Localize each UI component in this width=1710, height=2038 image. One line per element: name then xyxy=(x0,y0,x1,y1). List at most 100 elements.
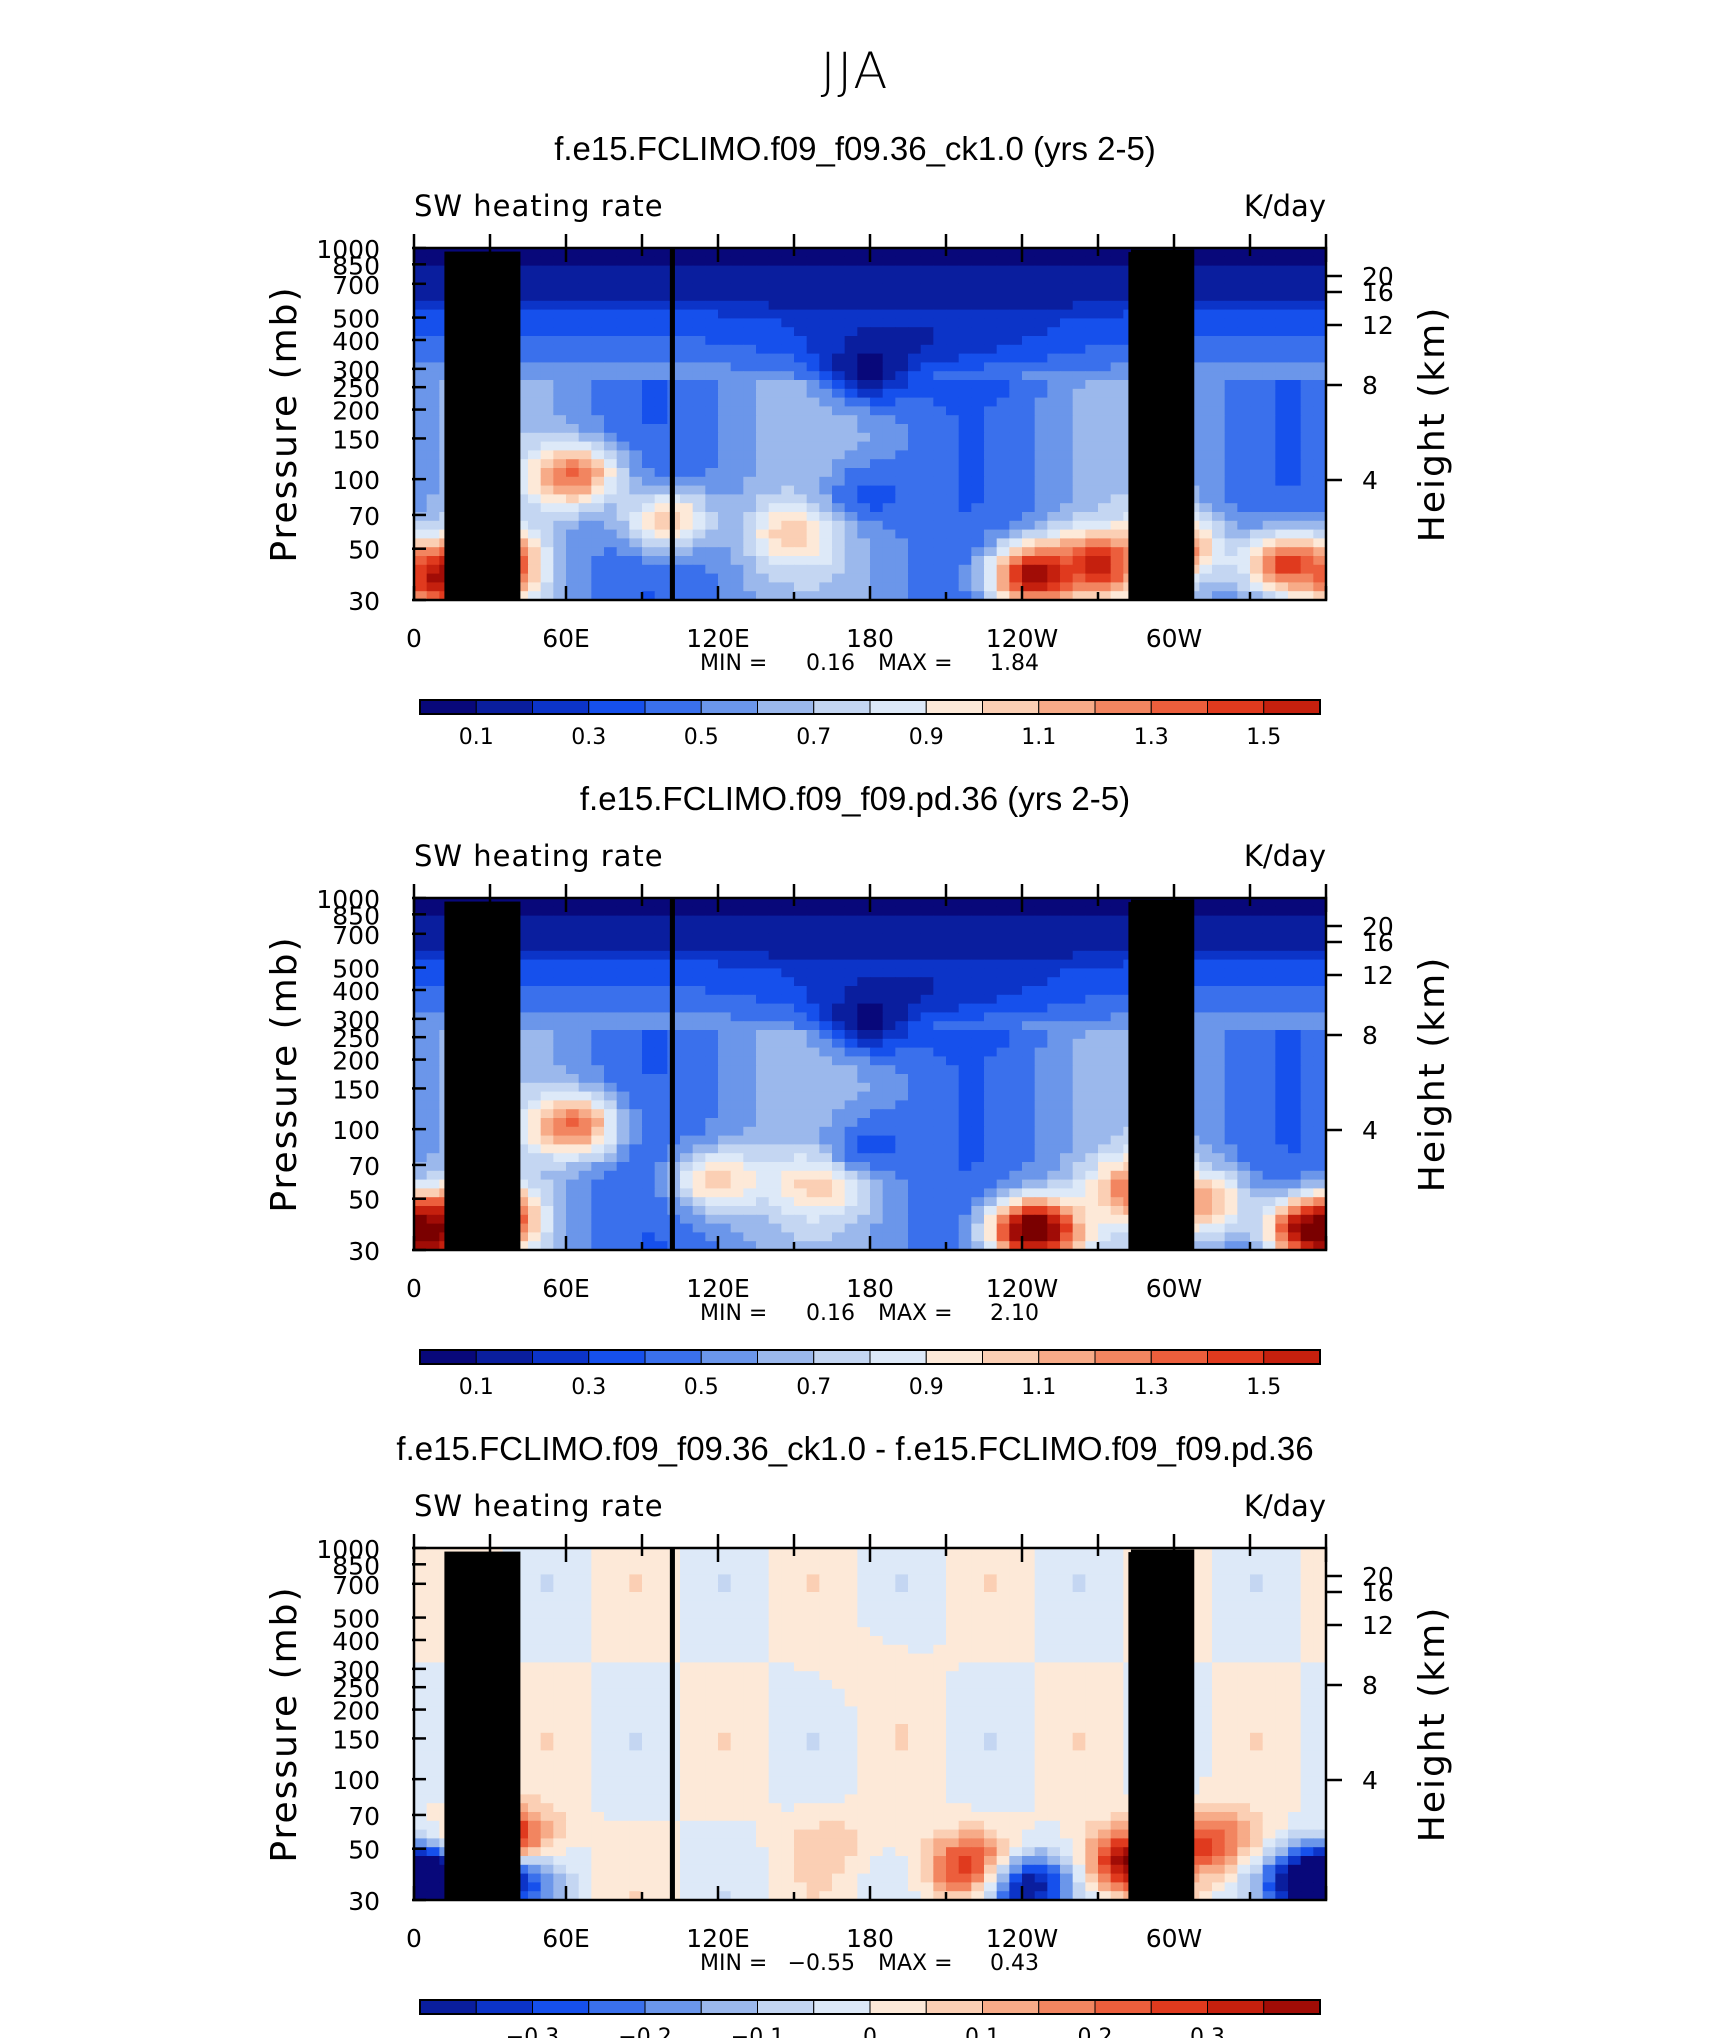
field-cell xyxy=(1110,248,1124,258)
field-cell xyxy=(1313,1065,1327,1075)
field-cell xyxy=(1250,1012,1264,1022)
field-cell xyxy=(604,1012,618,1022)
field-cell xyxy=(540,898,554,908)
field-cell xyxy=(629,362,643,372)
field-cell xyxy=(604,318,618,328)
field-cell xyxy=(692,336,706,346)
field-cell xyxy=(1300,248,1314,258)
field-cell xyxy=(870,933,884,943)
field-cell xyxy=(540,564,554,575)
field-cell xyxy=(1009,986,1023,996)
field-cell xyxy=(680,986,694,996)
field-cell xyxy=(832,380,846,390)
field-cell xyxy=(1300,1091,1314,1101)
field-cell xyxy=(1212,977,1226,987)
field-cell xyxy=(933,1047,947,1057)
field-cell xyxy=(730,1038,744,1049)
field-cell xyxy=(1072,494,1086,504)
field-cell xyxy=(680,344,694,355)
field-cell xyxy=(1110,1065,1124,1075)
field-cell xyxy=(920,1118,934,1128)
field-cell xyxy=(515,380,529,390)
field-cell xyxy=(566,397,580,407)
field-cell xyxy=(718,556,732,566)
field-cell xyxy=(1072,968,1086,978)
field-cell xyxy=(882,424,896,434)
field-cell xyxy=(1199,1118,1213,1128)
field-cell xyxy=(604,274,618,284)
field-cell xyxy=(1262,1056,1276,1066)
field-cell xyxy=(756,1109,770,1119)
field-cell xyxy=(857,1135,871,1145)
field-cell xyxy=(1313,538,1327,548)
field-cell xyxy=(870,292,884,302)
field-cell xyxy=(806,959,820,969)
field-cell xyxy=(882,476,896,487)
field-cell xyxy=(1313,977,1327,987)
field-cell xyxy=(920,371,934,381)
field-cell xyxy=(629,1030,643,1040)
field-cell xyxy=(996,485,1010,495)
field-cell xyxy=(1262,942,1276,952)
field-cell xyxy=(895,573,909,583)
field-cell xyxy=(794,520,808,531)
field-cell xyxy=(591,512,605,522)
field-cell xyxy=(591,432,605,443)
field-cell xyxy=(654,933,668,943)
field-cell xyxy=(1212,415,1226,425)
field-cell xyxy=(832,898,846,908)
field-cell xyxy=(604,459,618,469)
field-cell xyxy=(971,942,985,952)
field-cell xyxy=(743,1126,757,1137)
field-cell xyxy=(426,994,440,1005)
field-cell xyxy=(1009,362,1023,372)
field-cell xyxy=(629,274,643,284)
field-cell xyxy=(996,248,1010,258)
field-cell xyxy=(933,1091,947,1101)
field-cell xyxy=(553,327,567,337)
field-cell xyxy=(1199,397,1213,407)
field-cell xyxy=(920,459,934,469)
field-cell xyxy=(553,503,567,513)
field-cell xyxy=(1047,906,1061,917)
field-cell xyxy=(1085,986,1099,996)
field-cell xyxy=(553,248,567,258)
field-cell xyxy=(1047,450,1061,460)
field-cell xyxy=(1085,327,1099,337)
field-cell xyxy=(806,1038,820,1049)
field-cell xyxy=(857,1091,871,1101)
field-cell xyxy=(920,1038,934,1049)
field-cell xyxy=(705,248,719,258)
field-cell xyxy=(553,1126,567,1137)
field-cell xyxy=(1313,300,1327,311)
field-cell xyxy=(629,353,643,363)
field-cell xyxy=(515,424,529,434)
field-cell xyxy=(933,318,947,328)
field-cell xyxy=(1224,1074,1238,1084)
field-cell xyxy=(1060,344,1074,355)
field-cell xyxy=(1275,1056,1289,1066)
field-cell xyxy=(794,309,808,319)
field-cell xyxy=(1009,344,1023,355)
field-cell xyxy=(870,564,884,575)
field-cell xyxy=(920,265,934,275)
field-cell xyxy=(414,450,428,460)
field-cell xyxy=(1034,556,1048,566)
field-cell xyxy=(680,362,694,372)
field-cell xyxy=(895,292,909,302)
field-cell xyxy=(1047,274,1061,284)
field-cell xyxy=(1224,1109,1238,1119)
field-cell xyxy=(996,950,1010,961)
field-cell xyxy=(515,1012,529,1022)
field-cell xyxy=(768,248,782,258)
field-cell xyxy=(806,406,820,416)
field-cell xyxy=(1072,476,1086,487)
field-cell xyxy=(426,547,440,557)
field-cell xyxy=(1085,933,1099,943)
field-cell xyxy=(844,406,858,416)
field-cell xyxy=(895,582,909,592)
field-cell xyxy=(591,556,605,566)
field-cell xyxy=(654,344,668,355)
field-cell xyxy=(1199,915,1213,925)
